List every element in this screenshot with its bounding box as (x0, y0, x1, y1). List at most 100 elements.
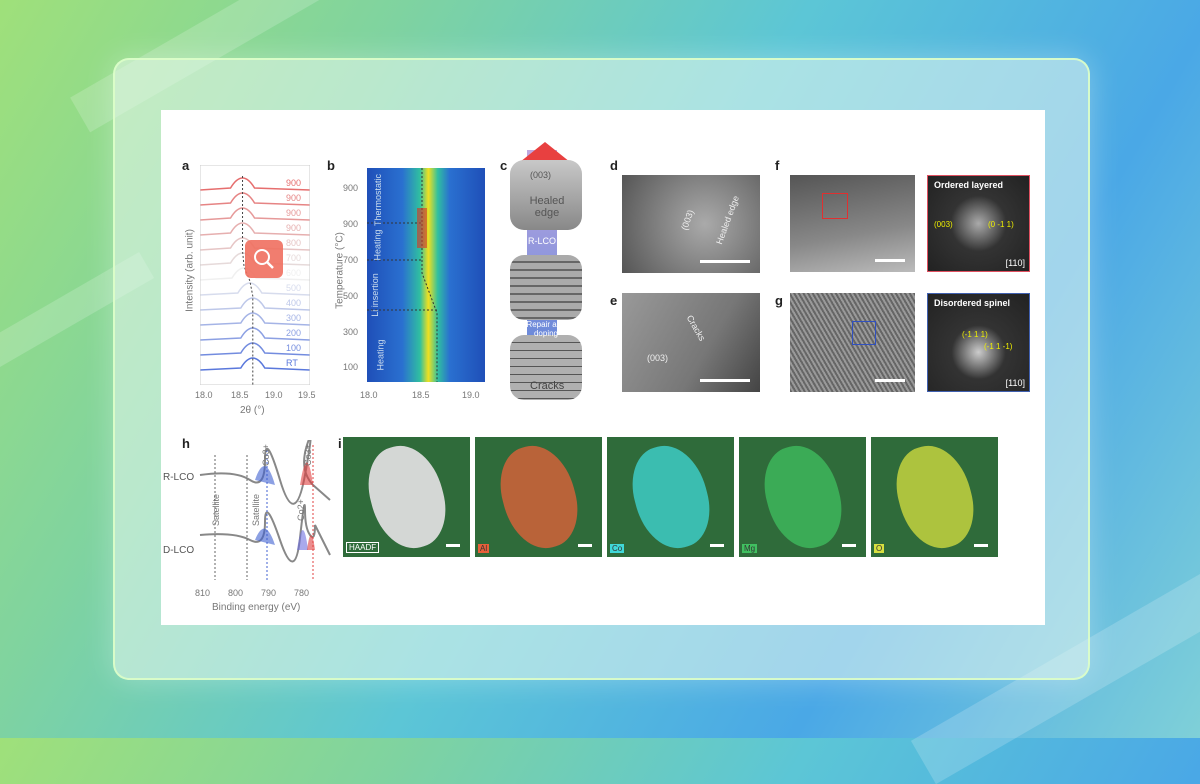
xrd-curve (200, 222, 310, 236)
curve-label: 300 (286, 313, 302, 323)
curve-label: 900 (286, 223, 302, 233)
xrd-plot (200, 165, 310, 385)
a-xtick: 18.5 (231, 390, 249, 400)
c-label: Repair and doping (526, 320, 566, 338)
c-label: R-LCO (528, 236, 557, 246)
b-ytick: 900 (343, 219, 359, 229)
tem-image-g (790, 293, 915, 392)
panel-label-f: f (775, 158, 780, 173)
h-xtick: 790 (261, 588, 277, 598)
g-fft-title: Disordered spinel (934, 298, 1011, 308)
peak-trace (242, 176, 254, 385)
a-xtick: 19.0 (265, 390, 283, 400)
map-label: O (874, 544, 885, 553)
b-xtick: 18.5 (412, 390, 430, 400)
map-label: Al (478, 544, 490, 553)
b-annotation: Heating (372, 229, 383, 261)
b-ytick: 100 (343, 362, 359, 372)
zoom-button[interactable] (245, 240, 283, 278)
panel-label-h: h (182, 436, 190, 451)
panel-label-i: i (338, 436, 342, 451)
arrow-head-icon (520, 142, 570, 162)
c-label: D-LCO (530, 402, 559, 412)
h-annotation: Satellite (211, 493, 222, 527)
particle-healed (510, 160, 582, 230)
h-annotation: Co3+ (302, 444, 313, 466)
panel-label-d: d (610, 158, 618, 173)
tem-image-f (790, 175, 915, 272)
xps-plot (199, 440, 331, 580)
fft-image-f: Ordered layered (003) (0 -1 1) [110] (927, 175, 1030, 272)
h-annotation: Satellite (251, 493, 262, 527)
b-ytick: 500 (343, 291, 359, 301)
particle (490, 437, 588, 557)
particle (358, 437, 456, 557)
curve-label: 500 (286, 283, 302, 293)
b-annotation: Thermostatic (373, 173, 384, 227)
fft-image-g: Disordered spinel (-1 1 1) (-1 1 -1) [11… (927, 293, 1030, 392)
particle (754, 437, 852, 557)
eds-map-co: Co (607, 437, 734, 557)
curve-label: 200 (286, 328, 302, 338)
curve-label: RT (286, 358, 298, 368)
h-sample-label: R-LCO (163, 472, 195, 483)
b-xtick: 19.0 (462, 390, 480, 400)
g-fft-label: (-1 1 1) (962, 330, 988, 339)
e-label: Cracks (684, 313, 708, 343)
curve-label: 100 (286, 343, 302, 353)
h-xtick: 780 (294, 588, 310, 598)
curve-label: 700 (286, 253, 302, 263)
f-fft-title: Ordered layered (934, 180, 1004, 190)
particle (886, 437, 984, 557)
xrd-curve (200, 297, 310, 311)
map-label: HAADF (346, 542, 380, 553)
h-sample-label: D-LCO (163, 545, 195, 556)
f-fft-label: (0 -1 1) (988, 220, 1014, 229)
xrd-curve (200, 357, 310, 371)
b-xtick: 18.0 (360, 390, 378, 400)
eds-map-al: Al (475, 437, 602, 557)
heatmap (367, 168, 485, 382)
curve-label: 400 (286, 298, 302, 308)
h-xtick: 800 (228, 588, 244, 598)
panel-label-a: a (182, 158, 190, 173)
c-label: Healed edge (529, 195, 565, 219)
curve-label: 600 (286, 268, 302, 278)
curve-label: 900 (286, 178, 302, 188)
h-annotation: Co2+ (295, 499, 306, 521)
xrd-curve (200, 312, 310, 326)
a-ylabel: Intensity (arb. unit) (184, 229, 196, 312)
b-ytick: 300 (343, 327, 359, 337)
eds-map-mg: Mg (739, 437, 866, 557)
b-ytick: 700 (343, 255, 359, 265)
c-label: (003) (530, 170, 552, 180)
particle-repair (510, 255, 582, 320)
g-zone-axis: [110] (1005, 378, 1025, 388)
a-xlabel: 2θ (°) (240, 405, 265, 416)
h-annotation: Co3+ (260, 444, 271, 466)
b-ytick: 900 (343, 183, 359, 193)
a-xtick: 19.5 (298, 390, 316, 400)
particle (622, 437, 720, 557)
eds-map-haadf: HAADF (343, 437, 470, 557)
f-zone-axis: [110] (1005, 258, 1025, 268)
panel-label-c: c (500, 158, 508, 173)
sem-image-e: (003) Cracks (622, 293, 760, 392)
eds-map-o: O (871, 437, 998, 557)
h-xlabel: Binding energy (eV) (212, 602, 301, 613)
curve-label: 900 (286, 208, 302, 218)
b-annotation: Li insertion (369, 273, 380, 317)
b-annotation: Heating (375, 339, 386, 371)
c-label: Cracks (530, 380, 565, 392)
d-label: (003) (679, 208, 696, 232)
magnifier-icon (254, 249, 274, 269)
panel-label-g: g (775, 293, 783, 308)
e-label: (003) (647, 353, 669, 363)
panel-label-b: b (327, 158, 335, 173)
d-label: Healed edge (714, 194, 741, 246)
f-fft-label: (003) (934, 220, 953, 229)
map-label: Co (610, 544, 625, 553)
map-label: Mg (742, 544, 758, 553)
panel-label-e: e (610, 293, 618, 308)
sem-image-d: (003) Healed edge (622, 175, 760, 273)
